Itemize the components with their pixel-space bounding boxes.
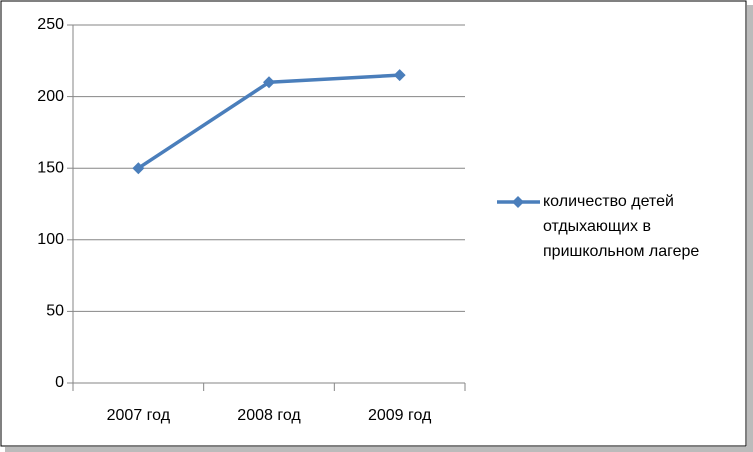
data-point: [263, 76, 275, 89]
y-tick-label: 150: [37, 159, 64, 176]
y-tick-label: 100: [37, 231, 64, 248]
frame-shadow: [747, 5, 753, 452]
frame-shadow: [5, 447, 753, 452]
x-tick-label: 2008 год: [237, 407, 301, 424]
x-tick-label: 2007 год: [107, 407, 171, 424]
legend-label: количество детей отдыхающих в пришкольно…: [543, 193, 700, 260]
y-tick-label: 250: [37, 16, 64, 33]
y-tick-label: 200: [37, 88, 64, 105]
y-tick-label: 0: [55, 374, 64, 391]
data-point: [132, 162, 145, 175]
data-point: [393, 69, 406, 82]
x-tick-label: 2009 год: [368, 407, 432, 424]
legend-marker: [512, 196, 524, 208]
y-tick-label: 50: [46, 303, 64, 320]
